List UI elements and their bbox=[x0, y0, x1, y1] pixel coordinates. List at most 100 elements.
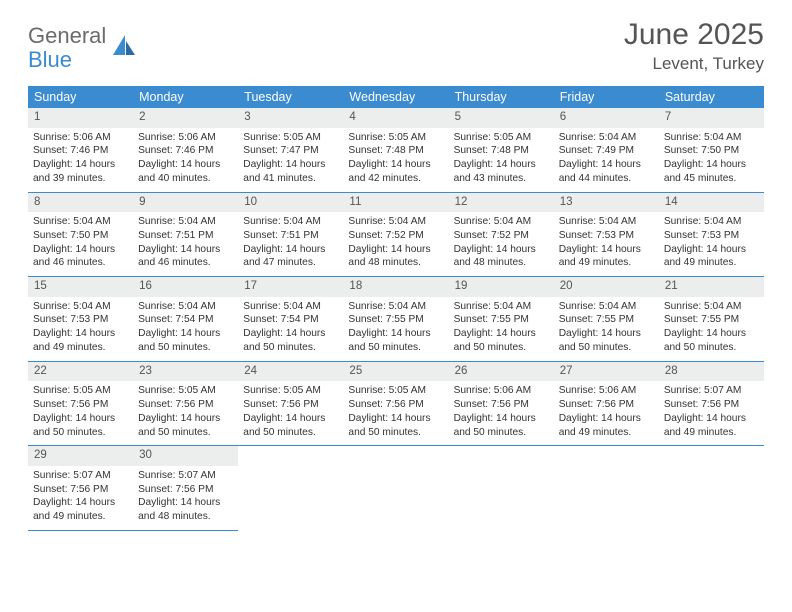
sunset-line: Sunset: 7:52 PM bbox=[454, 229, 549, 243]
sunset-line: Sunset: 7:56 PM bbox=[454, 398, 549, 412]
weekday-header: Saturday bbox=[659, 86, 764, 108]
day-number: 21 bbox=[659, 277, 764, 297]
sunset-line: Sunset: 7:55 PM bbox=[454, 313, 549, 327]
day-number: 1 bbox=[28, 108, 133, 128]
daylight-line: Daylight: 14 hours and 39 minutes. bbox=[33, 158, 128, 186]
day-number: 28 bbox=[659, 362, 764, 382]
calendar-cell: 28Sunrise: 5:07 AMSunset: 7:56 PMDayligh… bbox=[659, 362, 764, 447]
sunrise-line: Sunrise: 5:04 AM bbox=[243, 215, 338, 229]
calendar-grid: SundayMondayTuesdayWednesdayThursdayFrid… bbox=[28, 86, 764, 531]
sunset-line: Sunset: 7:55 PM bbox=[664, 313, 759, 327]
day-number: 19 bbox=[449, 277, 554, 297]
weekday-header: Wednesday bbox=[343, 86, 448, 108]
page-header: General Blue June 2025 Levent, Turkey bbox=[28, 18, 764, 74]
daylight-line: Daylight: 14 hours and 40 minutes. bbox=[138, 158, 233, 186]
day-number: 27 bbox=[554, 362, 659, 382]
weekday-header: Thursday bbox=[449, 86, 554, 108]
daylight-line: Daylight: 14 hours and 50 minutes. bbox=[33, 412, 128, 440]
calendar-cell: 10 Sunrise: 5:04 AMSunset: 7:51 PMDayligh… bbox=[238, 193, 343, 278]
sunrise-line: Sunrise: 5:04 AM bbox=[138, 215, 233, 229]
sunrise-line: Sunrise: 5:05 AM bbox=[138, 384, 233, 398]
daylight-line: Daylight: 14 hours and 46 minutes. bbox=[138, 243, 233, 271]
sunrise-line: Sunrise: 5:06 AM bbox=[138, 131, 233, 145]
month-title: June 2025 bbox=[624, 18, 764, 52]
day-number: 7 bbox=[659, 108, 764, 128]
calendar-cell: 23Sunrise: 5:05 AMSunset: 7:56 PMDayligh… bbox=[133, 362, 238, 447]
brand-logo: General Blue bbox=[28, 18, 137, 72]
calendar-cell: 30Sunrise: 5:07 AMSunset: 7:56 PMDayligh… bbox=[133, 446, 238, 531]
day-number: 4 bbox=[343, 108, 448, 128]
sunrise-line: Sunrise: 5:07 AM bbox=[33, 469, 128, 483]
daylight-line: Daylight: 14 hours and 50 minutes. bbox=[243, 327, 338, 355]
calendar-cell: 27Sunrise: 5:06 AMSunset: 7:56 PMDayligh… bbox=[554, 362, 659, 447]
daylight-line: Daylight: 14 hours and 48 minutes. bbox=[454, 243, 549, 271]
calendar-cell-empty bbox=[449, 446, 554, 531]
day-number: 24 bbox=[238, 362, 343, 382]
daylight-line: Daylight: 14 hours and 44 minutes. bbox=[559, 158, 654, 186]
day-number: 15 bbox=[28, 277, 133, 297]
sunset-line: Sunset: 7:54 PM bbox=[243, 313, 338, 327]
sunrise-line: Sunrise: 5:05 AM bbox=[33, 384, 128, 398]
sunrise-line: Sunrise: 5:04 AM bbox=[664, 215, 759, 229]
sunset-line: Sunset: 7:50 PM bbox=[33, 229, 128, 243]
sunset-line: Sunset: 7:51 PM bbox=[243, 229, 338, 243]
day-number: 3 bbox=[238, 108, 343, 128]
day-number: 11 bbox=[343, 193, 448, 213]
calendar-cell: 21Sunrise: 5:04 AMSunset: 7:55 PMDayligh… bbox=[659, 277, 764, 362]
day-number: 29 bbox=[28, 446, 133, 466]
daylight-line: Daylight: 14 hours and 50 minutes. bbox=[559, 327, 654, 355]
calendar-cell: 6Sunrise: 5:04 AMSunset: 7:49 PMDaylight… bbox=[554, 108, 659, 193]
sunrise-line: Sunrise: 5:05 AM bbox=[348, 384, 443, 398]
sunset-line: Sunset: 7:53 PM bbox=[33, 313, 128, 327]
calendar-cell-empty bbox=[343, 446, 448, 531]
sunrise-line: Sunrise: 5:04 AM bbox=[454, 300, 549, 314]
daylight-line: Daylight: 14 hours and 50 minutes. bbox=[138, 412, 233, 440]
day-number: 8 bbox=[28, 193, 133, 213]
day-number: 22 bbox=[28, 362, 133, 382]
calendar-cell: 18Sunrise: 5:04 AMSunset: 7:55 PMDayligh… bbox=[343, 277, 448, 362]
day-number: 16 bbox=[133, 277, 238, 297]
daylight-line: Daylight: 14 hours and 42 minutes. bbox=[348, 158, 443, 186]
calendar-cell: 26Sunrise: 5:06 AMSunset: 7:56 PMDayligh… bbox=[449, 362, 554, 447]
sunset-line: Sunset: 7:56 PM bbox=[33, 398, 128, 412]
brand-word-2: Blue bbox=[28, 47, 72, 72]
calendar-cell: 24Sunrise: 5:05 AMSunset: 7:56 PMDayligh… bbox=[238, 362, 343, 447]
day-number: 13 bbox=[554, 193, 659, 213]
calendar-cell-empty bbox=[659, 446, 764, 531]
sunrise-line: Sunrise: 5:07 AM bbox=[138, 469, 233, 483]
day-number: 17 bbox=[238, 277, 343, 297]
sunset-line: Sunset: 7:56 PM bbox=[138, 398, 233, 412]
day-number: 10 bbox=[238, 193, 343, 213]
calendar-cell: 3Sunrise: 5:05 AMSunset: 7:47 PMDaylight… bbox=[238, 108, 343, 193]
daylight-line: Daylight: 14 hours and 50 minutes. bbox=[348, 327, 443, 355]
sunrise-line: Sunrise: 5:07 AM bbox=[664, 384, 759, 398]
sunrise-line: Sunrise: 5:04 AM bbox=[33, 300, 128, 314]
day-number: 20 bbox=[554, 277, 659, 297]
daylight-line: Daylight: 14 hours and 49 minutes. bbox=[559, 412, 654, 440]
day-number: 30 bbox=[133, 446, 238, 466]
sunset-line: Sunset: 7:48 PM bbox=[348, 144, 443, 158]
sunrise-line: Sunrise: 5:04 AM bbox=[33, 215, 128, 229]
weekday-header: Monday bbox=[133, 86, 238, 108]
sunrise-line: Sunrise: 5:04 AM bbox=[454, 215, 549, 229]
sunrise-line: Sunrise: 5:04 AM bbox=[559, 300, 654, 314]
sunset-line: Sunset: 7:48 PM bbox=[454, 144, 549, 158]
daylight-line: Daylight: 14 hours and 49 minutes. bbox=[33, 327, 128, 355]
daylight-line: Daylight: 14 hours and 47 minutes. bbox=[243, 243, 338, 271]
sunrise-line: Sunrise: 5:06 AM bbox=[454, 384, 549, 398]
sunset-line: Sunset: 7:46 PM bbox=[33, 144, 128, 158]
daylight-line: Daylight: 14 hours and 43 minutes. bbox=[454, 158, 549, 186]
day-number: 14 bbox=[659, 193, 764, 213]
sunset-line: Sunset: 7:46 PM bbox=[138, 144, 233, 158]
daylight-line: Daylight: 14 hours and 49 minutes. bbox=[33, 496, 128, 524]
day-number: 12 bbox=[449, 193, 554, 213]
sunset-line: Sunset: 7:52 PM bbox=[348, 229, 443, 243]
sunset-line: Sunset: 7:51 PM bbox=[138, 229, 233, 243]
day-number: 18 bbox=[343, 277, 448, 297]
calendar-cell-empty bbox=[554, 446, 659, 531]
sunrise-line: Sunrise: 5:04 AM bbox=[348, 215, 443, 229]
daylight-line: Daylight: 14 hours and 45 minutes. bbox=[664, 158, 759, 186]
sunrise-line: Sunrise: 5:05 AM bbox=[243, 384, 338, 398]
calendar-cell: 14Sunrise: 5:04 AMSunset: 7:53 PMDayligh… bbox=[659, 193, 764, 278]
daylight-line: Daylight: 14 hours and 49 minutes. bbox=[559, 243, 654, 271]
